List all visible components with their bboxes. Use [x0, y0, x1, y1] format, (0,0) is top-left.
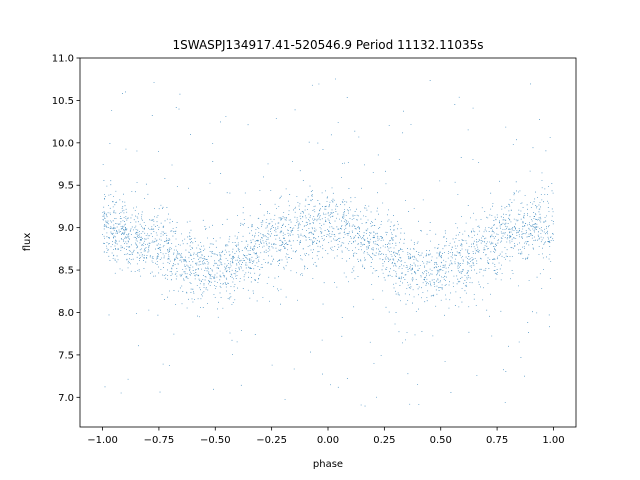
y-tick-label: 10.0: [52, 138, 74, 149]
x-tick-label: 0.75: [486, 435, 508, 446]
y-tick-label: 10.5: [52, 96, 74, 107]
y-tick-label: 9.5: [58, 181, 74, 192]
x-tick-label: −0.50: [200, 435, 231, 446]
y-tick-label: 8.0: [58, 308, 74, 319]
x-tick-label: −0.25: [256, 435, 287, 446]
y-tick-label: 7.5: [58, 350, 74, 361]
x-tick-label: −1.00: [87, 435, 118, 446]
y-axis-label: flux: [22, 233, 33, 252]
scatter-points: [102, 78, 554, 407]
y-tick-label: 11.0: [52, 54, 74, 65]
y-tick-label: 8.5: [58, 266, 74, 277]
x-tick-label: −0.75: [144, 435, 175, 446]
x-tick-label: 1.00: [542, 435, 564, 446]
x-tick-label: 0.00: [317, 435, 339, 446]
x-axis: −1.00 −0.75 −0.50 −0.25 0.00 0.25 0.50 0.75 1.00: [87, 427, 565, 446]
x-axis-label: phase: [313, 459, 343, 470]
y-tick-label: 9.0: [58, 223, 74, 234]
chart-title: 1SWASPJ134917.41-520546.9 Period 11132.1…: [172, 38, 483, 52]
x-tick-label: 0.50: [430, 435, 452, 446]
x-tick-label: 0.25: [373, 435, 395, 446]
data-points: [102, 78, 554, 407]
y-axis: 7.0 7.5 8.0 8.5 9.0 9.5 10.0 10.5 11.0: [52, 54, 80, 404]
y-tick-label: 7.0: [58, 393, 74, 404]
